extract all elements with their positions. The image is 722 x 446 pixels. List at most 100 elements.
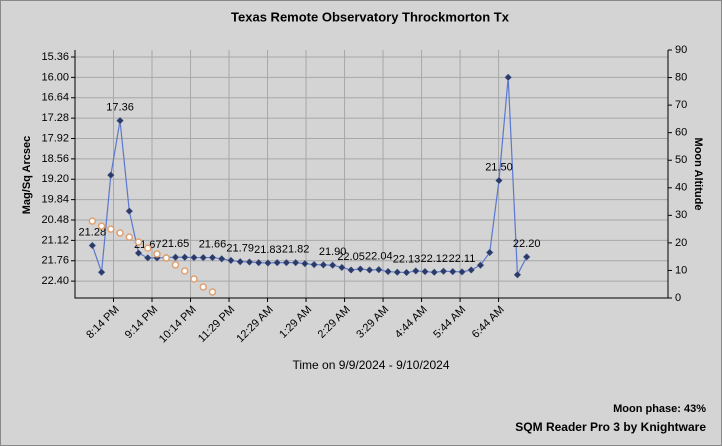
sqm-point <box>208 253 217 262</box>
y2-tick-label: 10 <box>675 264 687 276</box>
y-tick-label: 21.76 <box>41 255 69 267</box>
sqm-point <box>199 253 208 262</box>
y-tick-label: 22.40 <box>41 275 69 287</box>
sqm-point <box>374 265 383 274</box>
moon-point <box>171 261 180 269</box>
moon-point <box>162 254 171 262</box>
sqm-point <box>467 266 476 274</box>
sqm-point <box>328 261 337 270</box>
sqm-point <box>88 241 97 250</box>
sqm-point <box>245 258 254 266</box>
chart-title: Texas Remote Observatory Throckmorton Tx <box>231 9 510 24</box>
moon-phase: Moon phase: 43% <box>613 403 706 415</box>
data-label: 21.66 <box>199 238 227 250</box>
plot-border <box>74 50 669 299</box>
sqm-point <box>522 253 531 261</box>
y-tick-label: 19.84 <box>41 194 69 206</box>
moon-point <box>107 225 115 233</box>
sqm-point <box>504 73 513 82</box>
sqm-point <box>273 258 282 267</box>
y2-tick-label: 80 <box>675 71 687 83</box>
y-tick-label: 17.92 <box>41 132 69 144</box>
moon-point <box>190 275 198 283</box>
moon-point <box>180 267 189 275</box>
sqm-point <box>116 116 124 125</box>
sqm-point <box>337 263 346 272</box>
sqm-point <box>106 171 115 179</box>
y-tick-label: 16.64 <box>41 92 69 104</box>
moon-point <box>208 288 217 296</box>
data-label: 22.13 <box>393 253 421 265</box>
y2-tick-label: 60 <box>675 127 687 139</box>
y-axis-label: Mag/Sq Arcsec <box>21 136 33 214</box>
moon-point <box>153 250 161 258</box>
sqm-point <box>448 267 457 276</box>
y-tick-label: 19.20 <box>41 173 69 185</box>
sqm-point <box>264 259 272 267</box>
y2-tick-label: 40 <box>675 182 687 194</box>
sqm-point <box>217 254 226 263</box>
sqm-point <box>430 268 439 277</box>
sqm-point <box>291 258 300 267</box>
sqm-point <box>319 261 328 269</box>
moon-point <box>125 233 134 241</box>
sqm-point <box>513 270 522 279</box>
data-label: 21.90 <box>319 246 347 258</box>
sqm-point <box>495 176 503 185</box>
data-label: 21.65 <box>162 238 190 250</box>
y2-tick-label: 90 <box>675 44 687 56</box>
sqm-point <box>439 267 448 276</box>
y-tick-label: 16.00 <box>41 71 69 83</box>
moon-point <box>134 238 143 246</box>
moon-point <box>144 244 152 252</box>
moon-point <box>116 229 124 237</box>
sqm-point <box>485 248 494 257</box>
sqm-point <box>236 257 245 266</box>
y-tick-label: 21.12 <box>41 234 69 246</box>
sqm-point <box>180 253 189 262</box>
moon-point <box>88 217 97 225</box>
moon-point <box>97 222 106 230</box>
y2-tick-label: 70 <box>675 99 687 111</box>
sqm-point <box>310 260 318 269</box>
software-credit: SQM Reader Pro 3 by Knightware <box>515 420 706 434</box>
sqm-point <box>190 253 198 262</box>
sqm-point <box>282 258 291 267</box>
sqm-point <box>171 253 180 262</box>
data-label: 22.20 <box>513 238 541 250</box>
data-label: 21.28 <box>79 226 107 238</box>
sqm-point <box>227 256 235 265</box>
data-label: 21.83 <box>254 244 282 256</box>
data-label: 21.82 <box>282 244 310 256</box>
data-label: 22.12 <box>420 253 448 265</box>
moon-point <box>199 283 207 291</box>
sqm-point <box>347 266 355 274</box>
sqm-point <box>421 267 429 276</box>
y2-axis-label: Moon Altitude <box>692 138 704 211</box>
sqm-point <box>301 259 309 268</box>
sqm-point <box>393 268 402 277</box>
data-label: 17.36 <box>106 102 134 114</box>
sqm-point <box>384 267 392 276</box>
data-label: 21.50 <box>485 161 513 173</box>
y2-tick-label: 20 <box>675 237 687 249</box>
y2-tick-label: 0 <box>675 292 681 304</box>
y-tick-label: 17.28 <box>41 112 69 124</box>
sqm-point <box>125 207 134 215</box>
data-label: 22.04 <box>365 251 393 263</box>
sqm-point <box>134 249 143 257</box>
y-tick-label: 20.48 <box>41 214 69 226</box>
data-label: 21.79 <box>226 243 254 255</box>
data-label: 22.11 <box>449 253 476 265</box>
y-tick-label: 18.56 <box>41 153 69 165</box>
sqm-point <box>356 265 365 273</box>
sqm-point <box>402 268 411 277</box>
x-axis-label: Time on 9/9/2024 - 9/10/2024 <box>293 358 450 372</box>
sqm-point <box>254 258 263 267</box>
sqm-point <box>476 261 485 270</box>
data-label: 22.05 <box>337 251 365 263</box>
y2-tick-label: 30 <box>675 209 687 221</box>
y-tick-label: 15.36 <box>41 51 69 63</box>
sqm-point <box>411 267 420 275</box>
